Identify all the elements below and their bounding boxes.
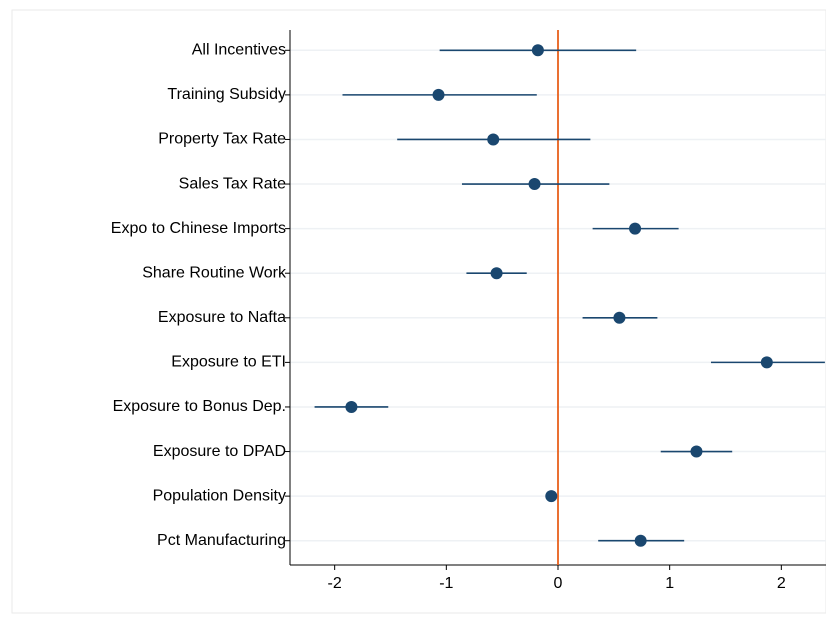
x-tick-label: 1 bbox=[665, 575, 674, 592]
y-tick-label: Expo to Chinese Imports bbox=[111, 220, 286, 237]
point-estimate bbox=[531, 44, 544, 57]
point-estimate bbox=[760, 356, 773, 369]
point-estimate bbox=[487, 133, 500, 146]
point-estimate bbox=[613, 311, 626, 324]
y-tick-label: Pct Manufacturing bbox=[157, 532, 286, 549]
x-tick-label: 0 bbox=[554, 575, 563, 592]
y-tick-label: Exposure to Nafta bbox=[158, 309, 286, 326]
y-tick-label: Exposure to Bonus Dep. bbox=[113, 398, 286, 415]
y-tick-label: Exposure to DPAD bbox=[153, 443, 286, 460]
y-tick-label: All Incentives bbox=[192, 42, 286, 59]
point-estimate bbox=[545, 490, 558, 503]
point-estimate bbox=[490, 267, 503, 280]
y-tick-label: Share Routine Work bbox=[142, 264, 287, 281]
plot-frame bbox=[11, 9, 826, 614]
point-estimate bbox=[528, 178, 541, 191]
point-estimate bbox=[629, 222, 642, 235]
point-estimate bbox=[634, 534, 647, 547]
x-tick-label: -1 bbox=[439, 575, 453, 592]
point-estimate bbox=[345, 400, 358, 413]
y-tick-label: Property Tax Rate bbox=[158, 131, 286, 148]
y-tick-label: Population Density bbox=[153, 487, 286, 504]
x-tick-label: 2 bbox=[777, 575, 786, 592]
y-tick-label: Sales Tax Rate bbox=[179, 175, 286, 192]
point-estimate bbox=[690, 445, 703, 458]
x-tick-label: -2 bbox=[328, 575, 342, 592]
y-tick-label: Training Subsidy bbox=[167, 86, 286, 103]
y-tick-label: Exposure to ETI bbox=[171, 354, 286, 371]
point-estimate bbox=[432, 88, 445, 101]
